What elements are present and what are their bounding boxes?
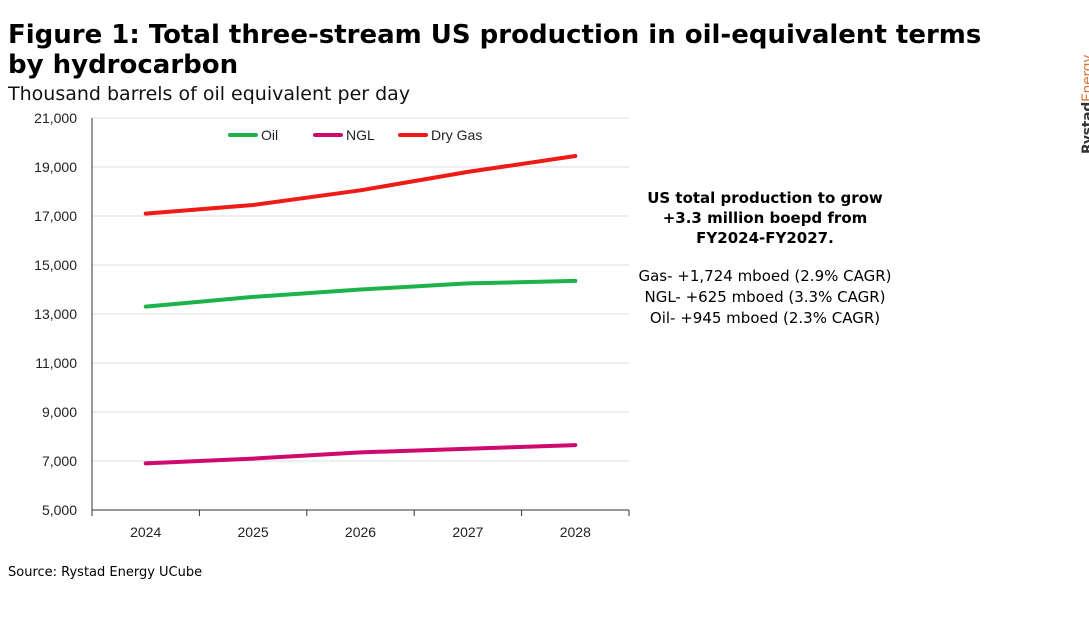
- legend-label: Dry Gas: [431, 127, 482, 143]
- logo-part-1: Rystad: [1080, 102, 1089, 154]
- series-line-ngl: [143, 443, 578, 466]
- annotation-gas: Gas- +1,724 mboed (2.9% CAGR): [638, 267, 892, 285]
- logo-part-2: Energy: [1080, 54, 1089, 103]
- y-tick-label: 21,000: [34, 110, 77, 126]
- legend: Oil NGL Dry Gas: [228, 127, 482, 143]
- y-tick-label: 15,000: [34, 257, 77, 273]
- x-tick-labels: 2024 2025 2026 2027 2028: [130, 524, 591, 540]
- legend-item-ngl: NGL: [313, 127, 375, 143]
- annotation-box: US total production to grow +3.3 million…: [600, 188, 930, 329]
- x-tick-label: 2024: [130, 524, 161, 540]
- annotation-heading-3: FY2024-FY2027.: [696, 229, 834, 247]
- series-line-oil: [143, 278, 578, 309]
- annotation-ngl: NGL- +625 mboed (3.3% CAGR): [644, 288, 886, 306]
- x-tick-label: 2028: [560, 524, 591, 540]
- y-tick-label: 7,000: [42, 453, 77, 469]
- y-tick-label: 13,000: [34, 306, 77, 322]
- x-tick-label: 2027: [452, 524, 483, 540]
- axes: [91, 118, 630, 516]
- series-line-dry-gas: [143, 154, 578, 216]
- series-lines: [143, 154, 578, 466]
- annotation-oil: Oil- +945 mboed (2.3% CAGR): [649, 309, 881, 327]
- x-tick-label: 2026: [345, 524, 376, 540]
- y-tick-labels: 5,000 7,000 9,000 11,000 13,000 15,000 17,000 1…: [34, 110, 77, 518]
- y-tick-label: 19,000: [34, 159, 77, 175]
- y-tick-label: 11,000: [35, 355, 77, 371]
- legend-label: Oil: [261, 127, 278, 143]
- legend-label: NGL: [346, 127, 375, 143]
- line-chart: 5,000 7,000 9,000 11,000 13,000 15,000 17,000 1…: [34, 110, 630, 540]
- annotation-heading-2: +3.3 million boepd from: [662, 209, 868, 227]
- y-tick-label: 17,000: [34, 208, 77, 224]
- gridlines: [92, 117, 629, 462]
- chart-title: Figure 1: Total three-stream US producti…: [8, 20, 982, 80]
- x-tick-label: 2025: [238, 524, 269, 540]
- annotation-heading-1: US total production to grow: [647, 189, 883, 207]
- y-tick-label: 9,000: [42, 404, 77, 420]
- y-tick-label: 5,000: [42, 502, 77, 518]
- source-note: Source: Rystad Energy UCube: [8, 565, 203, 580]
- legend-item-oil: Oil: [228, 127, 278, 143]
- chart-subtitle: Thousand barrels of oil equivalent per d…: [8, 83, 411, 105]
- rystad-energy-logo: RystadEnergy: [1058, 12, 1089, 162]
- legend-item-dry-gas: Dry Gas: [398, 127, 482, 143]
